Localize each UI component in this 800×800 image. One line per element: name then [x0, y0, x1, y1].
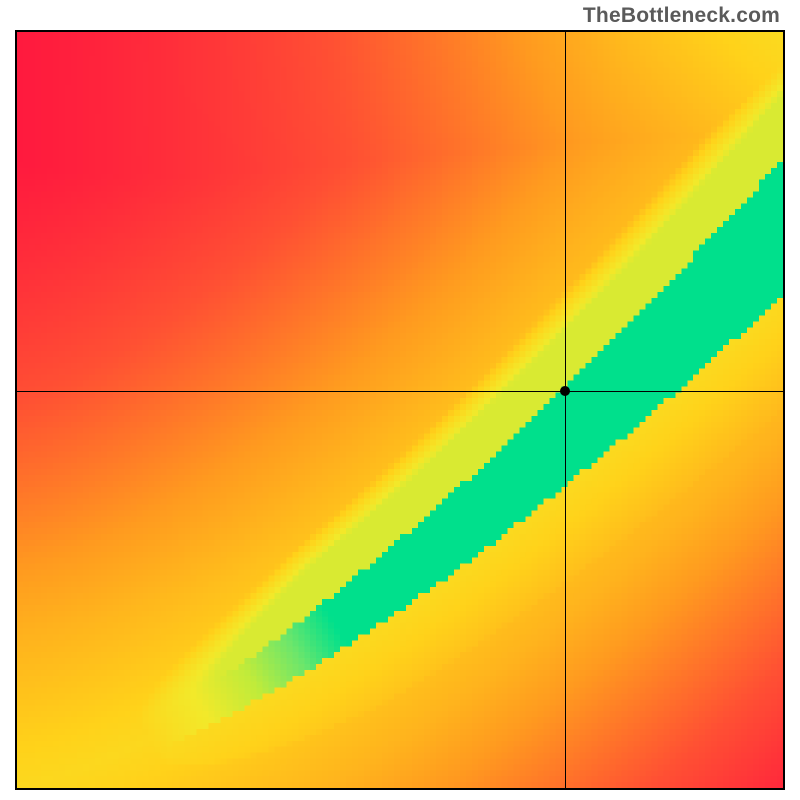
crosshair-horizontal	[17, 391, 783, 392]
watermark-text: TheBottleneck.com	[583, 4, 780, 28]
plot-frame	[15, 30, 785, 790]
heatmap-canvas	[17, 32, 783, 788]
heatmap-plot	[17, 32, 783, 788]
crosshair-dot	[560, 386, 570, 396]
crosshair-vertical	[565, 32, 566, 788]
chart-root: { "watermark": { "text": "TheBottleneck.…	[0, 0, 800, 800]
